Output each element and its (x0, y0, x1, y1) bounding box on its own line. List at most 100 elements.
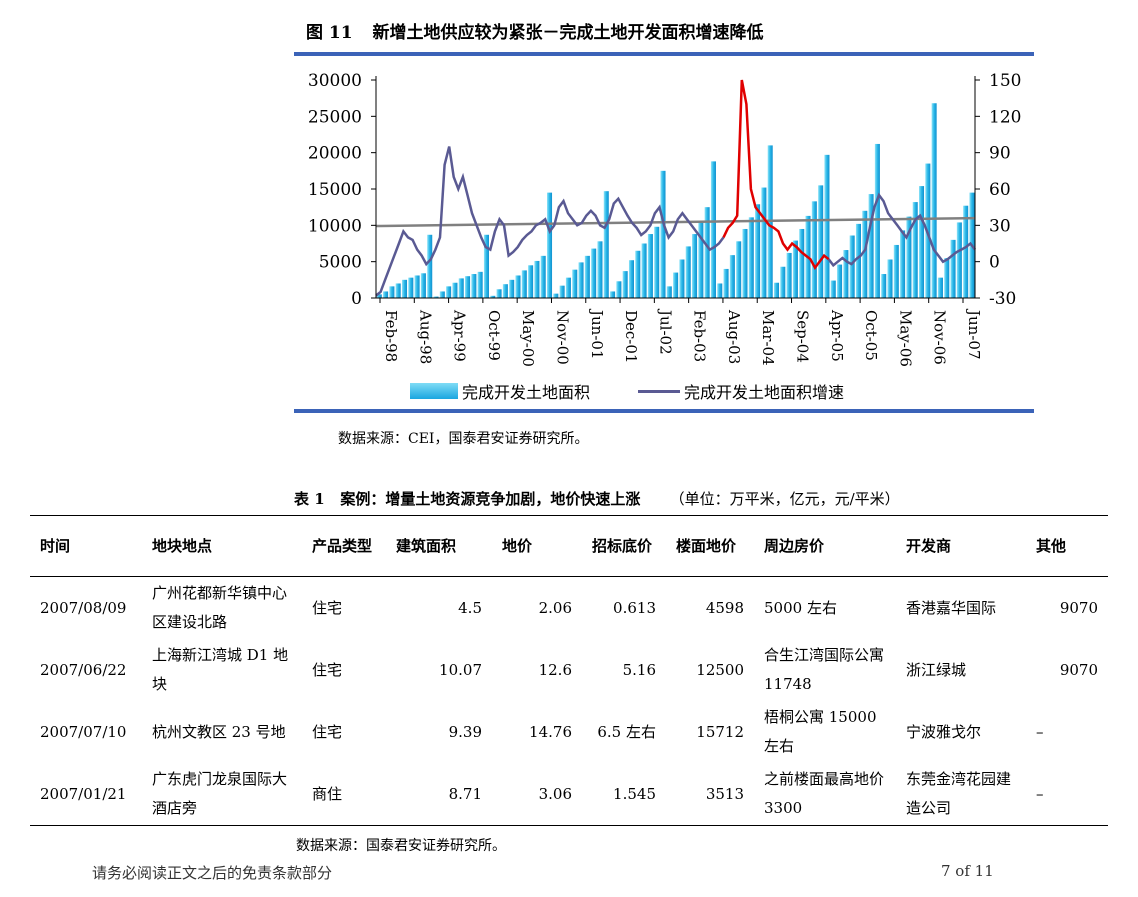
cell-developer: 宁波雅戈尔 (906, 722, 982, 741)
bar-mark (874, 143, 880, 298)
table-row: 2007/06/22 上海新江湾城 D1 地块 住宅 10.07 12.6 5.… (30, 639, 1108, 701)
bar-mark (515, 275, 521, 298)
figure-top-rule (294, 52, 1034, 56)
bar-mark (786, 252, 792, 298)
bar-mark (906, 216, 912, 298)
bar-mark (572, 269, 578, 298)
bar-mark (685, 246, 691, 298)
table-unit: （单位：万平米，亿元，元/平米） (669, 490, 900, 508)
cell-area: 10.07 (439, 660, 482, 679)
bar-mark (610, 291, 616, 298)
right-tick-label: 150 (989, 71, 1021, 91)
bar-mark (723, 268, 729, 298)
figure-source: 数据来源：CEI，国泰君安证券研究所。 (338, 431, 589, 447)
x-tick-label: May-00 (519, 310, 537, 367)
bar-mark (433, 296, 439, 298)
bar-mark (591, 248, 597, 298)
bar-mark (931, 103, 937, 298)
cell-nearby-price: 5000 左右 (764, 598, 837, 617)
bar-mark (635, 250, 641, 298)
bar-mark (565, 277, 571, 298)
table-title-text: 案例：增量土地资源竞争加剧，地价快速上涨 (340, 490, 641, 508)
cell-time: 2007/06/22 (40, 660, 127, 679)
cell-developer: 香港嘉华国际 (906, 598, 997, 617)
bar-mark (862, 210, 868, 298)
bar-mark (521, 270, 527, 298)
cell-area: 8.71 (386, 763, 492, 826)
bar-mark (830, 280, 836, 298)
x-tick-label: Nov-06 (931, 310, 949, 365)
growth-line-highlight (722, 79, 830, 271)
bar-mark (704, 207, 710, 298)
land-case-table: 时间 地块地点 产品类型 建筑面积 地价 招标底价 楼面地价 周边房价 开发商 … (30, 515, 1108, 826)
bar-mark (509, 279, 515, 298)
bar-mark (773, 282, 780, 298)
cell-product: 住宅 (312, 722, 343, 741)
bar-mark (496, 289, 502, 298)
bar-mark (477, 271, 483, 298)
bar-mark (692, 234, 698, 298)
bar-mark (748, 217, 754, 298)
table-source: 数据来源：国泰君安证券研究所。 (296, 838, 506, 854)
bar-mark (849, 235, 855, 298)
left-tick-label: 15000 (308, 180, 362, 200)
x-tick-label: Oct-05 (862, 310, 880, 361)
bar-mark (761, 187, 767, 298)
footer-disclaimer: 请务必阅读正文之后的免责条款部分 (92, 864, 333, 882)
x-tick-label: Feb-98 (382, 310, 400, 362)
cell-reserve-price: 6.5 左右 (597, 722, 656, 741)
bar-mark (420, 273, 426, 298)
bar-mark (900, 230, 906, 298)
x-tick-label: May-06 (896, 310, 914, 367)
cell-product: 住宅 (312, 598, 343, 617)
cell-developer: 东莞金湾花园建造公司 (896, 763, 1026, 826)
bar-mark (887, 259, 893, 298)
bar-mark (502, 284, 508, 298)
legend-line-label: 完成开发土地面积增速 (684, 383, 845, 402)
header-area: 建筑面积 (386, 515, 492, 577)
bar-mark (824, 154, 830, 298)
cell-floor-price: 4598 (705, 598, 744, 617)
bar-mark (736, 241, 742, 298)
bar-mark (395, 283, 401, 298)
bar-mark (666, 286, 672, 298)
bar-mark (439, 291, 445, 298)
bar-mark (540, 255, 546, 298)
bar-mark (597, 241, 603, 298)
right-tick-label: 0 (989, 253, 1000, 273)
bar-mark (855, 223, 861, 298)
land-development-chart: 0 5000 10000 15000 20000 25000 30000 -30 0 30 60 90… (308, 71, 1022, 367)
legend-line-swatch (638, 389, 681, 393)
left-tick-label: 20000 (308, 144, 362, 164)
bar-mark (376, 294, 382, 298)
legend-bar-label: 完成开发土地面积 (462, 383, 591, 402)
bar-mark (818, 185, 824, 298)
bar-mark (471, 274, 477, 298)
x-tick-label: Jun-07 (965, 308, 983, 360)
table-row: 2007/01/21 广东虎门龙泉国际大酒店旁 商住 8.71 3.06 1.5… (30, 763, 1108, 826)
bar-mark (616, 281, 622, 298)
bar-mark (881, 274, 887, 298)
cell-other: – (1036, 722, 1044, 741)
bar-mark (559, 285, 565, 298)
cell-time: 2007/08/09 (40, 598, 127, 617)
cell-area: 4.5 (458, 598, 482, 617)
bar-mark (647, 234, 653, 298)
table-row: 2007/08/09 广州花都新华镇中心区建设北路 住宅 4.5 2.06 0.… (30, 577, 1108, 640)
cell-product: 住宅 (312, 660, 343, 679)
bar-mark (811, 201, 817, 298)
bar-mark (528, 265, 534, 298)
bar-mark (729, 255, 735, 298)
bar-mark (919, 186, 925, 298)
cell-location: 杭州文教区 23 号地 (152, 722, 286, 741)
cell-land-price: 3.06 (492, 763, 582, 826)
bar-mark (483, 234, 489, 298)
cell-nearby-price: 合生江湾国际公寓 11748 (764, 646, 885, 693)
header-nearby-price: 周边房价 (754, 515, 896, 577)
cell-reserve-price: 0.613 (613, 598, 656, 617)
right-tick-label: 60 (989, 180, 1011, 200)
bar-mark (414, 275, 420, 298)
cell-nearby-price: 梧桐公寓 15000 左右 (764, 708, 877, 755)
legend-bar-swatch (410, 383, 458, 399)
bar-mark (490, 295, 496, 298)
